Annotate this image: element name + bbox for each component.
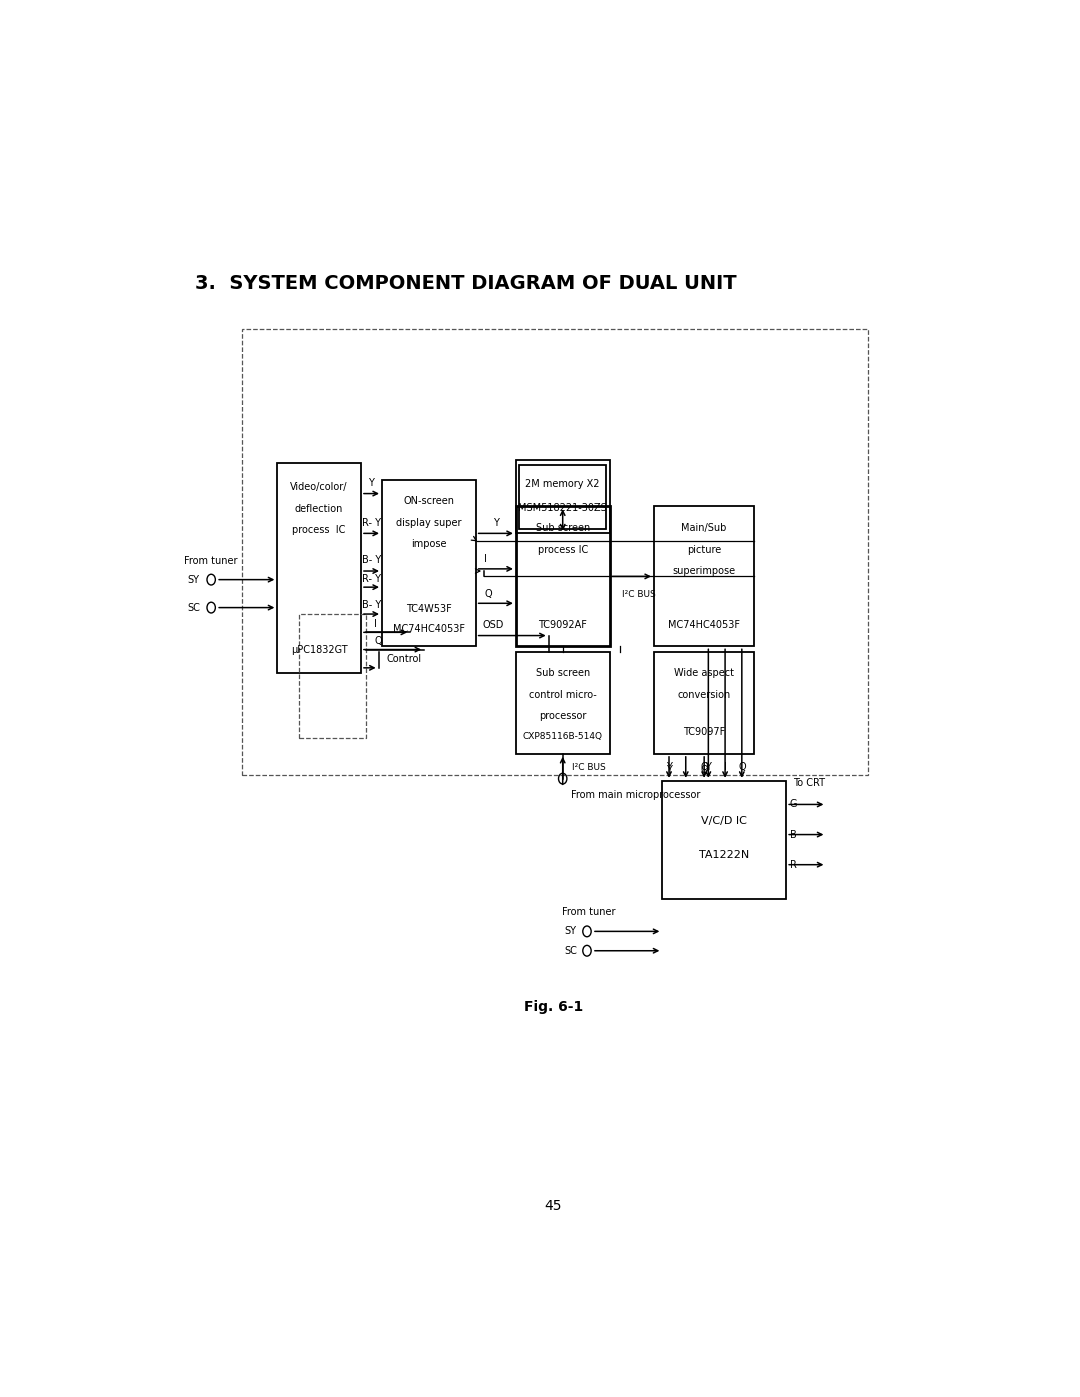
Text: process  IC: process IC xyxy=(293,525,346,535)
Text: processor: processor xyxy=(539,711,586,721)
Text: MC74HC4053F: MC74HC4053F xyxy=(393,624,464,634)
Text: B: B xyxy=(789,830,796,840)
Text: TC9092AF: TC9092AF xyxy=(538,620,588,630)
Text: conversion: conversion xyxy=(677,690,731,700)
Text: impose: impose xyxy=(411,539,446,549)
Text: TA1222N: TA1222N xyxy=(699,849,750,861)
Text: Sub screen: Sub screen xyxy=(536,668,590,678)
Text: process IC: process IC xyxy=(538,545,588,555)
Text: From tuner: From tuner xyxy=(184,556,237,566)
Text: CXP85116B-514Q: CXP85116B-514Q xyxy=(523,732,603,742)
Text: Fig. 6-1: Fig. 6-1 xyxy=(524,1000,583,1014)
Text: B- Y: B- Y xyxy=(362,601,381,610)
Text: TC9097F: TC9097F xyxy=(683,728,726,738)
Text: SY: SY xyxy=(188,574,200,584)
Bar xyxy=(242,330,868,775)
Text: deflection: deflection xyxy=(295,504,343,514)
Bar xyxy=(516,460,609,534)
Bar xyxy=(653,507,754,647)
Text: Sub screen: Sub screen xyxy=(536,522,590,534)
Text: Q: Q xyxy=(375,636,382,645)
Bar xyxy=(382,479,475,647)
Text: 3.  SYSTEM COMPONENT DIAGRAM OF DUAL UNIT: 3. SYSTEM COMPONENT DIAGRAM OF DUAL UNIT xyxy=(195,274,737,293)
Text: Q: Q xyxy=(700,766,708,775)
Text: SY: SY xyxy=(565,926,577,936)
Text: V/C/D IC: V/C/D IC xyxy=(701,816,747,826)
Text: I²C BUS: I²C BUS xyxy=(572,763,606,773)
Text: I: I xyxy=(724,761,727,771)
Bar xyxy=(653,651,754,754)
Text: B- Y: B- Y xyxy=(362,555,381,566)
Text: MSM518221-30ZS: MSM518221-30ZS xyxy=(518,503,607,513)
Bar xyxy=(516,507,609,647)
Text: Y: Y xyxy=(705,761,712,771)
Text: superimpose: superimpose xyxy=(673,566,735,576)
Text: Q: Q xyxy=(484,588,491,598)
Bar xyxy=(519,465,606,529)
Text: To CRT: To CRT xyxy=(793,778,825,788)
Text: G: G xyxy=(789,799,797,809)
Text: From main microprocessor: From main microprocessor xyxy=(571,789,701,799)
Text: Y: Y xyxy=(666,766,672,775)
Text: Y: Y xyxy=(666,761,672,771)
Text: R: R xyxy=(789,859,796,870)
Text: OSD: OSD xyxy=(483,620,503,630)
Text: From tuner: From tuner xyxy=(562,907,616,916)
Text: MC74HC4053F: MC74HC4053F xyxy=(669,620,740,630)
Text: μPC1832GT: μPC1832GT xyxy=(291,644,348,655)
Text: display super: display super xyxy=(396,518,461,528)
Text: Y: Y xyxy=(492,518,499,528)
Text: SC: SC xyxy=(188,602,201,613)
Text: Wide aspect: Wide aspect xyxy=(674,668,734,678)
Text: Main/Sub: Main/Sub xyxy=(681,522,727,534)
Text: SC: SC xyxy=(565,946,577,956)
Text: Y: Y xyxy=(368,478,375,488)
Text: I: I xyxy=(375,619,377,629)
Text: Control: Control xyxy=(387,654,422,664)
Text: Q: Q xyxy=(700,761,708,771)
Text: control micro-: control micro- xyxy=(529,690,596,700)
Text: 2M memory X2: 2M memory X2 xyxy=(526,479,600,489)
Bar xyxy=(278,464,361,673)
Text: I: I xyxy=(484,555,487,564)
Text: Q: Q xyxy=(738,761,745,771)
Text: R- Y: R- Y xyxy=(362,518,381,528)
Text: I: I xyxy=(685,761,687,771)
Text: Video/color/: Video/color/ xyxy=(291,482,348,492)
Bar xyxy=(662,781,786,900)
Text: R- Y: R- Y xyxy=(362,574,381,584)
Bar xyxy=(299,615,366,738)
Text: I: I xyxy=(685,766,687,775)
Text: I²C BUS: I²C BUS xyxy=(622,590,656,599)
Text: 45: 45 xyxy=(544,1199,563,1213)
Text: picture: picture xyxy=(687,545,721,555)
Text: TC4W53F: TC4W53F xyxy=(406,604,451,613)
Text: ON-screen: ON-screen xyxy=(403,496,455,506)
Bar xyxy=(516,651,609,754)
